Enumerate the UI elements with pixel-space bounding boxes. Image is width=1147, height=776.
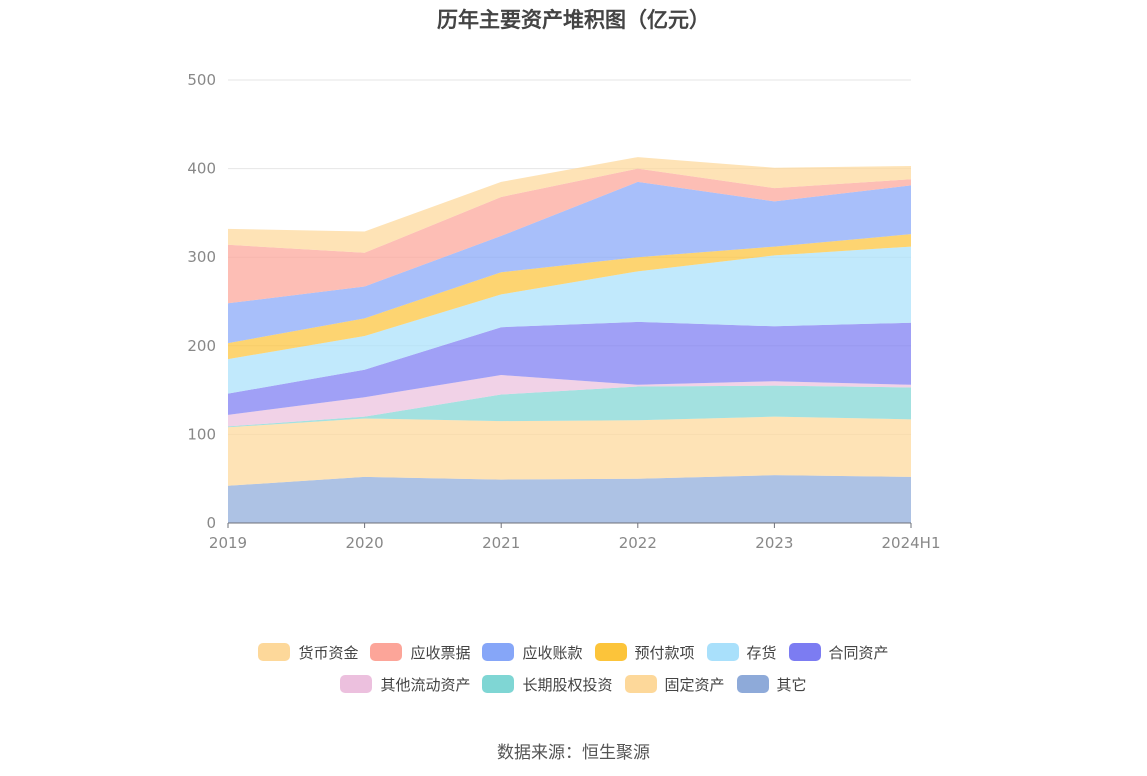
y-tick-label: 0: [206, 514, 216, 532]
legend-swatch: [706, 643, 739, 661]
legend-label: 长期股权投资: [522, 675, 613, 694]
y-tick-label: 300: [187, 248, 216, 266]
legend-item[interactable]: 长期股权投资: [482, 674, 613, 695]
area-series-存货: [228, 246, 911, 394]
x-tick-label: 2021: [482, 534, 520, 552]
area-series-合同资产: [228, 321, 911, 415]
legend-label: 应收账款: [522, 643, 583, 662]
legend-swatch: [788, 643, 821, 661]
x-tick-label: 2020: [346, 534, 384, 552]
legend: 货币资金 应收票据 应收账款 预付款项 存货 合同资产 其他流动资产 长期股权投资 固定资产其…: [0, 636, 1147, 700]
y-tick-label: 200: [187, 337, 216, 355]
legend-swatch: [370, 643, 403, 661]
legend-swatch: [258, 643, 291, 661]
legend-item[interactable]: 其它: [736, 674, 807, 695]
legend-swatch: [624, 675, 657, 693]
area-series-其他流动资产: [228, 375, 911, 427]
legend-label: 预付款项: [634, 643, 695, 662]
legend-swatch: [482, 675, 515, 693]
legend-label: 应收票据: [410, 643, 471, 662]
area-series-预付款项: [228, 234, 911, 360]
area-series-固定资产: [228, 416, 911, 486]
y-tick-label: 500: [187, 71, 216, 89]
x-tick-label: 2022: [619, 534, 657, 552]
area-series-货币资金: [228, 157, 911, 253]
legend-swatch: [340, 675, 373, 693]
area-series-长期股权投资: [228, 385, 911, 428]
x-tick-label: 2023: [755, 534, 793, 552]
legend-label: 其他流动资产: [380, 675, 471, 694]
y-tick-label: 400: [187, 160, 216, 178]
legend-item[interactable]: 其他流动资产: [340, 674, 470, 695]
legend-item[interactable]: 存货: [706, 642, 777, 663]
legend-row-2: 其他流动资产 长期股权投资 固定资产 其它: [0, 668, 1147, 700]
x-tick-label: 2019: [209, 534, 247, 552]
legend-swatch: [482, 643, 515, 661]
legend-label: 存货: [746, 643, 777, 662]
source-note: 数据来源：恒生聚源: [497, 743, 650, 763]
legend-row-1: 货币资金 应收票据 应收账款 预付款项 存货 合同资产: [0, 636, 1147, 668]
legend-swatch: [594, 643, 627, 661]
legend-label: 合同资产: [828, 643, 889, 662]
legend-item[interactable]: 应收账款: [482, 642, 583, 663]
area-series-应收票据: [228, 168, 911, 304]
legend-item[interactable]: 应收票据: [370, 642, 470, 663]
x-tick-label: 2024H1: [882, 534, 941, 552]
area-series-应收账款: [228, 181, 911, 344]
legend-swatch: [736, 675, 769, 693]
legend-item[interactable]: 合同资产: [788, 642, 889, 663]
legend-item[interactable]: 固定资产: [624, 674, 725, 695]
legend-item[interactable]: 货币资金: [258, 642, 358, 663]
legend-label: 货币资金: [298, 643, 359, 662]
legend-label: 其它: [776, 675, 807, 694]
area-series-其它: [228, 475, 911, 523]
y-tick-label: 100: [187, 425, 216, 443]
chart-title: 历年主要资产堆积图（亿元）: [437, 8, 710, 32]
legend-item[interactable]: 预付款项: [594, 642, 695, 663]
legend-label: 固定资产: [664, 675, 725, 694]
